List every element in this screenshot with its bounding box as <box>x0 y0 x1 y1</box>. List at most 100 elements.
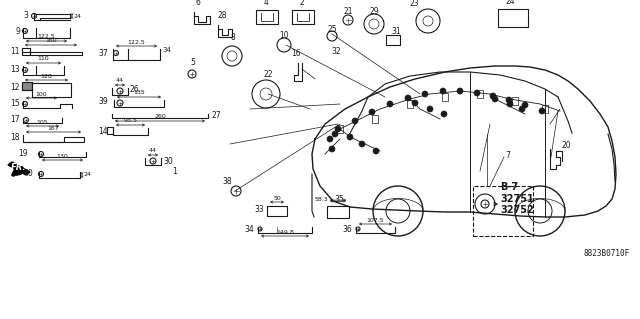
Circle shape <box>440 88 446 94</box>
Circle shape <box>352 118 358 124</box>
Text: 32751: 32751 <box>500 194 534 204</box>
Text: 93.5: 93.5 <box>124 118 138 123</box>
Text: 24: 24 <box>84 173 92 177</box>
Text: 10: 10 <box>279 32 289 41</box>
Circle shape <box>474 90 480 96</box>
Text: 12: 12 <box>10 84 20 93</box>
Text: 130: 130 <box>56 153 68 159</box>
Text: 1: 1 <box>173 167 177 175</box>
Text: 122.5: 122.5 <box>127 40 145 44</box>
Bar <box>442 93 448 101</box>
Text: 24: 24 <box>74 13 82 19</box>
Text: 19: 19 <box>19 150 28 159</box>
Circle shape <box>405 95 411 101</box>
Text: 17: 17 <box>10 115 20 124</box>
Text: FR.: FR. <box>12 164 27 173</box>
Polygon shape <box>8 162 30 175</box>
Text: 31: 31 <box>391 27 401 36</box>
Text: 32752: 32752 <box>500 205 534 215</box>
Circle shape <box>492 96 498 102</box>
Text: 4: 4 <box>264 0 268 7</box>
Text: 35: 35 <box>334 195 344 204</box>
Text: 6: 6 <box>196 0 200 7</box>
Text: 16: 16 <box>291 49 301 58</box>
Circle shape <box>373 148 379 154</box>
Circle shape <box>457 88 463 94</box>
Text: 50: 50 <box>273 196 281 201</box>
Text: 38: 38 <box>222 177 232 186</box>
Text: 135: 135 <box>133 91 145 95</box>
Bar <box>22 48 30 55</box>
Text: 28: 28 <box>217 11 227 20</box>
Text: B-7: B-7 <box>500 182 518 192</box>
Text: 167: 167 <box>47 125 60 130</box>
Text: 122.5: 122.5 <box>38 34 56 40</box>
Text: 8823B0710F: 8823B0710F <box>584 249 630 258</box>
Text: 149.8: 149.8 <box>276 229 294 234</box>
Circle shape <box>519 106 525 112</box>
Text: 105: 105 <box>36 120 48 124</box>
Circle shape <box>506 97 512 103</box>
Circle shape <box>427 106 433 112</box>
Bar <box>292 10 314 24</box>
Text: 23: 23 <box>409 0 419 8</box>
Circle shape <box>441 111 447 117</box>
Text: 20: 20 <box>562 140 572 150</box>
Text: 128: 128 <box>40 73 52 78</box>
Circle shape <box>369 109 375 115</box>
Circle shape <box>507 101 513 107</box>
Text: 14: 14 <box>99 127 108 136</box>
Circle shape <box>332 131 338 137</box>
Circle shape <box>327 136 333 142</box>
Circle shape <box>329 146 335 152</box>
Bar <box>267 206 287 216</box>
Text: 34: 34 <box>244 225 254 234</box>
Circle shape <box>412 100 418 106</box>
Text: 34: 34 <box>162 47 171 53</box>
Text: 107.5: 107.5 <box>367 218 384 222</box>
Text: 13: 13 <box>10 65 20 75</box>
Bar <box>542 105 548 113</box>
Circle shape <box>539 108 545 114</box>
Text: 11: 11 <box>10 48 20 56</box>
Circle shape <box>490 93 496 99</box>
Text: 8: 8 <box>230 33 236 42</box>
Text: 2: 2 <box>300 0 305 7</box>
Text: 44: 44 <box>149 149 157 153</box>
Circle shape <box>522 102 528 108</box>
Text: 44: 44 <box>116 78 124 84</box>
Text: 18: 18 <box>10 133 20 143</box>
Text: 27: 27 <box>211 112 221 121</box>
Text: 30: 30 <box>163 157 173 166</box>
Circle shape <box>422 91 428 97</box>
Text: 40: 40 <box>23 169 33 179</box>
Text: 260: 260 <box>154 115 166 120</box>
Circle shape <box>335 126 341 132</box>
Text: 22: 22 <box>263 70 273 79</box>
Text: 160: 160 <box>45 39 57 43</box>
Bar <box>477 90 483 98</box>
Circle shape <box>347 134 353 140</box>
Text: 25: 25 <box>327 25 337 33</box>
Text: 32: 32 <box>331 47 341 56</box>
Text: 58.3: 58.3 <box>314 197 328 202</box>
Text: 100: 100 <box>36 92 47 97</box>
Bar <box>386 35 400 45</box>
Text: 39: 39 <box>99 98 108 107</box>
Text: 110: 110 <box>38 56 49 62</box>
Bar <box>512 97 518 105</box>
Text: 24: 24 <box>505 0 515 6</box>
Text: 7: 7 <box>505 152 510 160</box>
Text: 37: 37 <box>99 48 108 57</box>
Text: 29: 29 <box>369 6 379 16</box>
Text: 5: 5 <box>191 58 195 67</box>
Bar <box>337 125 343 133</box>
Bar <box>407 100 413 108</box>
Bar <box>473 186 533 236</box>
Text: 21: 21 <box>343 6 353 16</box>
Bar <box>107 127 113 134</box>
Bar <box>22 82 32 90</box>
Text: 26: 26 <box>130 85 140 94</box>
Text: 33: 33 <box>254 204 264 213</box>
Text: 15: 15 <box>10 100 20 108</box>
